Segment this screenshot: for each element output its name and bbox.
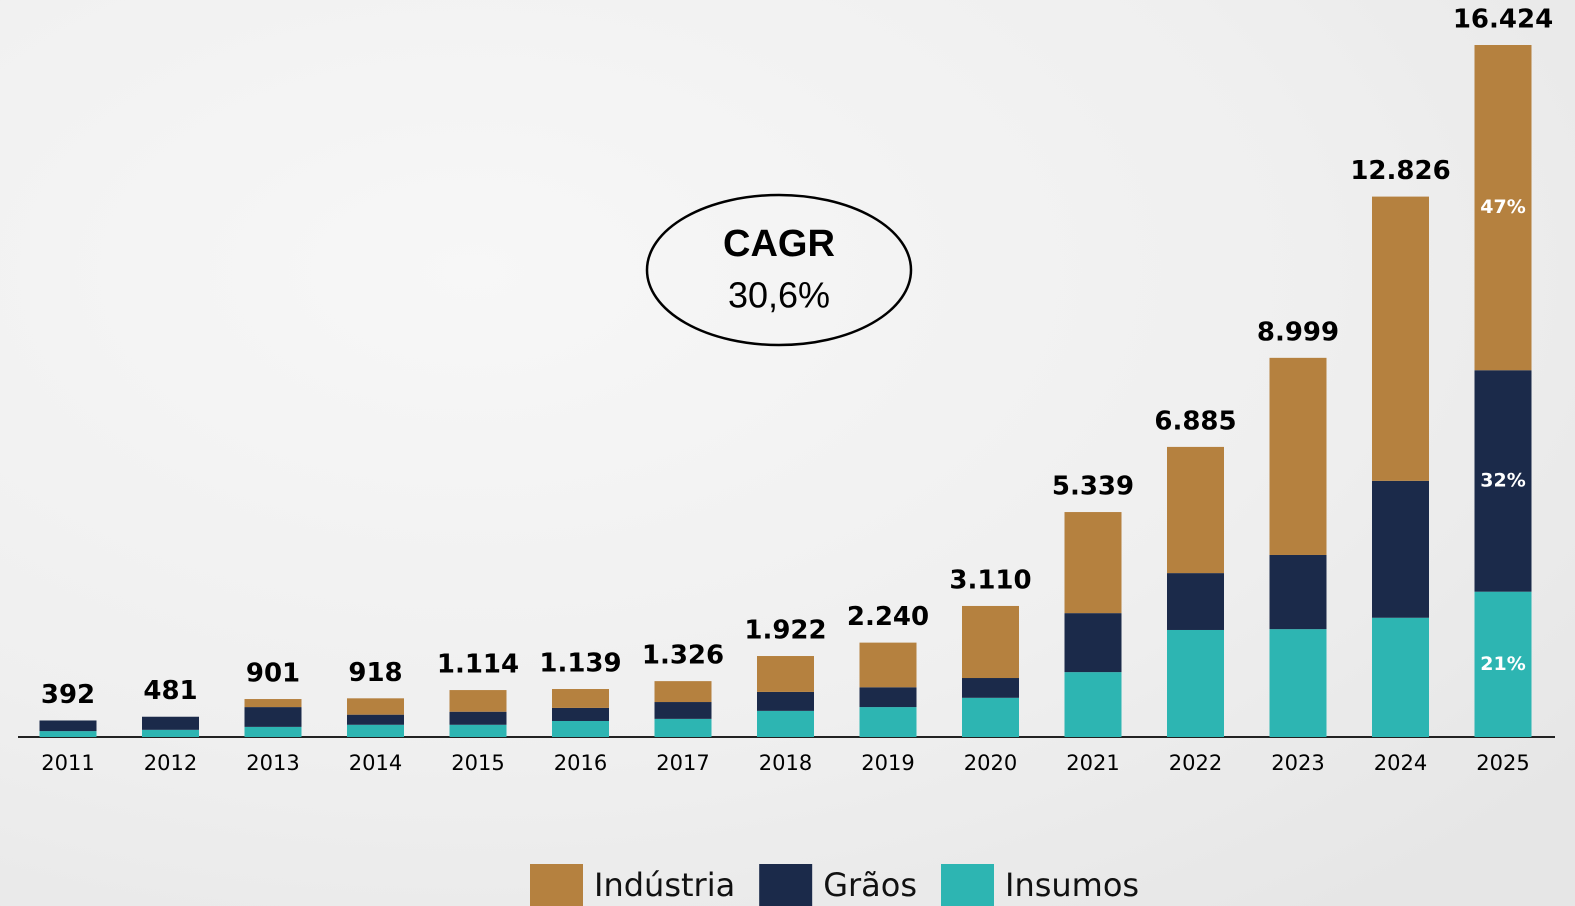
- bar-segment: [1372, 196, 1429, 481]
- bar-segment: [1064, 512, 1122, 614]
- share-label: 32%: [1480, 469, 1525, 491]
- bar-segment: [244, 726, 302, 737]
- bar-segment: [1064, 672, 1122, 737]
- total-label: 8.999: [1257, 317, 1339, 347]
- bar-segment: [654, 718, 712, 737]
- bar-segment: [1167, 446, 1224, 574]
- total-label: 1.139: [539, 649, 621, 679]
- bar-segment: [1167, 573, 1224, 630]
- bar-segment: [142, 716, 199, 730]
- x-tick-label: 2017: [656, 751, 709, 775]
- bar-segment: [552, 707, 609, 721]
- x-tick-label: 2011: [41, 751, 94, 775]
- cagr-ellipse: [645, 193, 913, 347]
- total-label: 481: [143, 676, 197, 706]
- legend-swatch: [759, 864, 813, 906]
- total-label: 12.826: [1350, 156, 1450, 186]
- total-label: 392: [41, 680, 95, 710]
- x-tick-label: 2021: [1066, 751, 1119, 775]
- bar-segment: [757, 656, 814, 692]
- bar-segment: [1474, 370, 1532, 592]
- x-tick-label: 2020: [964, 751, 1017, 775]
- total-label: 901: [246, 659, 300, 689]
- x-tick-label: 2022: [1169, 751, 1222, 775]
- bar-segment: [1474, 45, 1532, 371]
- bar-segment: [654, 681, 712, 703]
- x-tick-label: 2019: [861, 751, 914, 775]
- bar-segment: [142, 729, 199, 737]
- bar-segment: [449, 724, 507, 737]
- legend-label: Insumos: [1005, 866, 1139, 904]
- bar-segment: [962, 678, 1019, 698]
- bar-segment: [859, 707, 917, 737]
- bar-segment: [962, 697, 1019, 737]
- bar-segment: [347, 714, 404, 725]
- bar-segment: [1167, 629, 1224, 737]
- bar-segment: [39, 731, 97, 737]
- x-tick-label: 2024: [1374, 751, 1427, 775]
- bar-segment: [244, 699, 302, 708]
- bar-segment: [347, 724, 404, 737]
- bar-segment: [757, 710, 814, 737]
- bar-segment: [1064, 613, 1122, 673]
- bar-segment: [1474, 591, 1532, 737]
- share-label: 47%: [1480, 196, 1525, 218]
- total-label: 16.424: [1453, 5, 1553, 35]
- cagr-value: 30,6%: [728, 275, 830, 316]
- bar-segment: [859, 687, 917, 708]
- share-label: 21%: [1480, 653, 1525, 675]
- x-tick-label: 2023: [1271, 751, 1324, 775]
- bar-segment: [347, 698, 404, 715]
- bar-segment: [1269, 629, 1327, 737]
- legend-label: Indústria: [594, 866, 735, 904]
- bar-segment: [1372, 617, 1429, 737]
- x-tick-label: 2014: [349, 751, 402, 775]
- cagr-title: CAGR: [723, 223, 835, 265]
- bar-segment: [1269, 554, 1327, 630]
- total-label: 6.885: [1154, 406, 1236, 436]
- bar-segment: [654, 702, 712, 719]
- x-tick-label: 2013: [246, 751, 299, 775]
- total-label: 1.114: [437, 650, 519, 680]
- bar-segment: [449, 690, 507, 712]
- bar-segment: [552, 689, 609, 708]
- bar-segment: [962, 605, 1019, 679]
- bar-segment: [449, 711, 507, 725]
- legend-swatch: [530, 864, 583, 906]
- bar-segment: [39, 720, 97, 732]
- bar-segment: [859, 642, 917, 688]
- x-tick-label: 2012: [144, 751, 197, 775]
- total-label: 1.922: [744, 616, 826, 646]
- bar-segment: [1372, 480, 1429, 618]
- total-label: 3.110: [949, 565, 1031, 595]
- bar-segment: [757, 691, 814, 711]
- total-label: 5.339: [1052, 472, 1134, 502]
- total-label: 918: [348, 658, 402, 688]
- legend-swatch: [941, 864, 994, 906]
- x-tick-label: 2025: [1476, 751, 1529, 775]
- total-label: 1.326: [642, 641, 724, 671]
- bar-segment: [244, 707, 302, 727]
- x-tick-label: 2015: [451, 751, 504, 775]
- total-label: 2.240: [847, 602, 929, 632]
- bar-segment: [1269, 357, 1327, 555]
- x-tick-label: 2018: [759, 751, 812, 775]
- x-tick-label: 2016: [554, 751, 607, 775]
- bar-segment: [552, 720, 609, 737]
- legend-label: Grãos: [823, 866, 917, 904]
